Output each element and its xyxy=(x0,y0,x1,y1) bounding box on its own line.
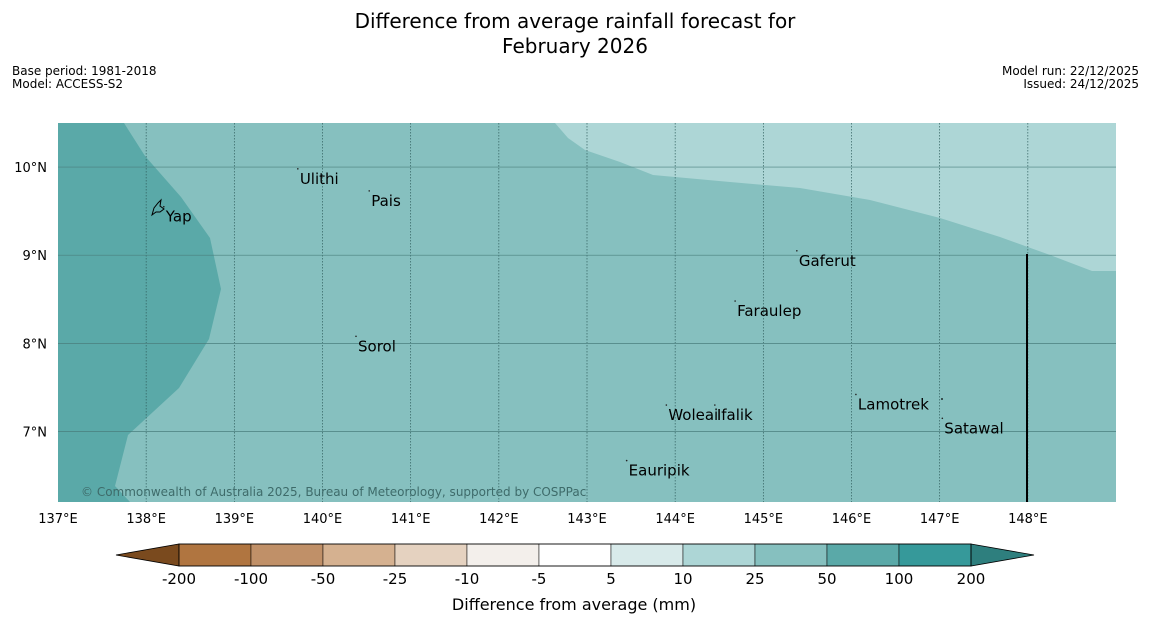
latitude-labels: 10°N 9°N 8°N 7°N xyxy=(14,161,47,440)
colorbar-tick-label: -10 xyxy=(455,570,480,588)
longitude-tick-label: 145°E xyxy=(744,512,784,527)
colorbar-bin xyxy=(826,543,900,567)
colorbar-label: Difference from average (mm) xyxy=(452,595,696,614)
colorbar-tick-label: -200 xyxy=(162,570,196,588)
place-marker xyxy=(625,459,628,462)
longitude-tick-label: 140°E xyxy=(303,512,343,527)
colorbar-bin xyxy=(322,543,396,567)
longitude-tick-label: 141°E xyxy=(391,512,431,527)
colorbar-tick-label: -50 xyxy=(311,570,336,588)
place-label: Ifalik xyxy=(717,406,753,424)
latitude-tick-label: 8°N xyxy=(23,337,48,352)
yap-island-outline xyxy=(151,198,165,217)
issued-text: Issued: 24/12/2025 xyxy=(1023,77,1139,91)
place-marker xyxy=(163,205,165,208)
longitude-tick-label: 142°E xyxy=(479,512,519,527)
colorbar-tick-label: 200 xyxy=(957,570,986,588)
place-marker xyxy=(734,300,736,302)
meta-left: Base period: 1981-2018 Model: ACCESS-S2 xyxy=(12,65,157,91)
colorbar-bin xyxy=(394,543,468,567)
latitude-tick-label: 7°N xyxy=(23,425,48,440)
zone-50-100-mm xyxy=(58,123,221,502)
colorbar-bin xyxy=(754,543,828,567)
longitude-tick-label: 139°E xyxy=(215,512,255,527)
place-label: Yap xyxy=(165,208,192,226)
colorbar-tick-label: 10 xyxy=(673,570,692,588)
longitude-tick-label: 147°E xyxy=(920,512,960,527)
place-label: Gaferut xyxy=(799,252,856,270)
longitude-tick-label: 146°E xyxy=(832,512,872,527)
place-marker xyxy=(714,404,716,406)
places: Yap Ulithi Pais Gaferut Faraulep Sorol Lamotre… xyxy=(163,168,1004,480)
copyright-notice: © Commonwealth of Australia 2025, Bureau… xyxy=(81,485,586,499)
place-label: Faraulep xyxy=(737,302,801,320)
colorbar-bin xyxy=(250,543,324,567)
islet-dot xyxy=(941,398,943,400)
place-marker xyxy=(941,417,944,420)
place-label: Eauripik xyxy=(629,462,690,480)
colorbar-tick-label: -100 xyxy=(234,570,268,588)
place-marker xyxy=(297,168,299,170)
colorbar-bin xyxy=(898,543,972,567)
longitude-tick-label: 137°E xyxy=(38,512,78,527)
place-label: Sorol xyxy=(358,337,396,355)
longitude-tick-label: 143°E xyxy=(567,512,607,527)
colorbar-tick-label: 50 xyxy=(817,570,836,588)
place-label: Woleai xyxy=(668,406,718,424)
gridlines xyxy=(58,123,1116,502)
latitude-tick-label: 9°N xyxy=(23,249,48,264)
longitude-labels: 137°E 138°E 139°E 140°E 141°E 142°E 143°E 144°E… xyxy=(38,512,1047,527)
place-marker xyxy=(368,190,371,192)
colorbar-bin xyxy=(610,543,684,567)
colorbar-tick-label: 100 xyxy=(885,570,914,588)
meta-right: Model run: 22/12/2025 Issued: 24/12/2025 xyxy=(1002,65,1139,91)
colorbar-tick-label: -5 xyxy=(532,570,547,588)
place-marker xyxy=(665,404,668,406)
longitude-tick-label: 144°E xyxy=(655,512,695,527)
model-run-text: Model run: 22/12/2025 xyxy=(1001,64,1139,78)
title-line-1: Difference from average rainfall forecas… xyxy=(354,9,796,33)
place-label: Satawal xyxy=(944,419,1003,437)
title-line-2: February 2026 xyxy=(502,34,648,58)
colorbar-tick-label: 25 xyxy=(745,570,764,588)
map-title: Difference from average rainfall forecas… xyxy=(0,9,1150,59)
place-marker xyxy=(855,393,857,396)
colorbar-tick-label: -25 xyxy=(383,570,408,588)
place-marker xyxy=(355,335,357,338)
zone-10-25-mm xyxy=(555,123,1116,271)
model-text: Model: ACCESS-S2 xyxy=(12,77,124,91)
colorbar-extend-low xyxy=(115,543,180,567)
colorbar-bin xyxy=(538,543,612,567)
longitude-tick-label: 148°E xyxy=(1008,512,1048,527)
place-label: Pais xyxy=(371,192,401,210)
longitude-tick-label: 138°E xyxy=(126,512,166,527)
map-panel: Yap Ulithi Pais Gaferut Faraulep Sorol Lamotre… xyxy=(58,123,1116,502)
colorbar-legend: -200 -100 -50 -25 -10 -5 5 10 25 50 100 200 xyxy=(115,543,1035,588)
colorbar-extend-high xyxy=(970,543,1035,567)
place-label: Ulithi xyxy=(300,170,339,188)
colorbar-bin xyxy=(682,543,756,567)
colorbar-bin xyxy=(178,543,252,567)
latitude-tick-label: 10°N xyxy=(14,161,47,176)
place-marker xyxy=(796,250,798,252)
base-period-text: Base period: 1981-2018 xyxy=(12,64,157,78)
colorbar-frame xyxy=(178,543,972,567)
colorbar-bin xyxy=(466,543,540,567)
place-label: Lamotrek xyxy=(858,395,929,413)
colorbar-tick-label: 5 xyxy=(606,570,616,588)
